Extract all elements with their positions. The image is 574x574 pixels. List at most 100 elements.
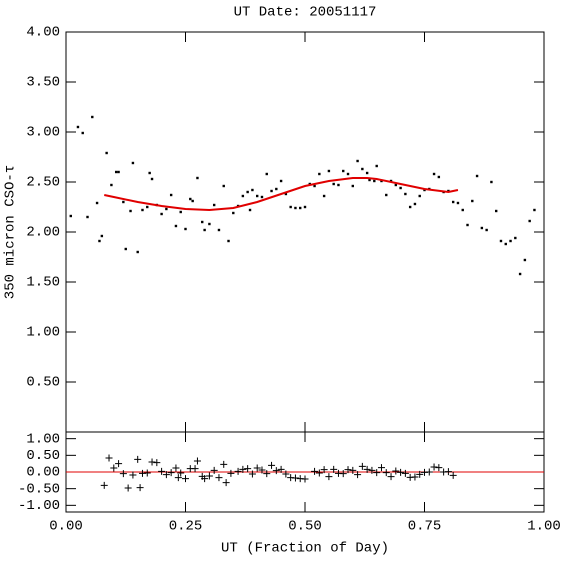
data-point: [332, 182, 335, 186]
x-tick-label: 1.00: [527, 519, 561, 535]
data-point: [437, 175, 441, 179]
data-point: [356, 159, 359, 163]
data-point: [368, 178, 371, 182]
data-point: [373, 179, 376, 183]
data-point: [346, 172, 350, 176]
data-point: [81, 131, 84, 135]
fit-line: [104, 177, 459, 212]
y-axis-label: 350 micron CSO-τ: [3, 165, 19, 299]
data-point: [270, 189, 273, 193]
residual-point: [167, 469, 175, 477]
chart-title: UT Date: 20051117: [234, 5, 377, 21]
residual-point: [158, 467, 166, 475]
data-point: [504, 242, 507, 246]
data-point: [124, 247, 127, 251]
residual-point: [425, 468, 433, 476]
data-point: [518, 272, 522, 276]
residual-point: [411, 473, 419, 481]
residual-point: [177, 469, 185, 477]
residual-point: [244, 465, 252, 473]
data-point: [351, 184, 354, 188]
residual-point: [272, 467, 280, 475]
data-point: [76, 125, 80, 129]
residual-point: [182, 475, 189, 483]
data-point: [248, 208, 252, 212]
residual-point: [119, 470, 127, 478]
residual-point: [222, 479, 230, 487]
data-point: [303, 205, 307, 209]
data-point: [466, 223, 469, 227]
data-point: [227, 239, 230, 243]
data-point: [413, 202, 417, 206]
residual-point: [227, 469, 235, 477]
data-point: [203, 228, 206, 232]
x-tick-label: 0.50: [288, 519, 322, 535]
residual-point: [320, 466, 328, 474]
y-tick-label: 2.00: [26, 225, 60, 241]
data-point: [146, 205, 149, 209]
data-point: [265, 172, 268, 176]
residual-point: [373, 469, 381, 477]
data-point: [100, 234, 104, 238]
residual-point: [239, 465, 247, 473]
residual-point: [210, 466, 218, 474]
residual-point: [100, 481, 108, 489]
data-point: [490, 180, 493, 184]
data-point: [232, 211, 235, 215]
data-point: [98, 239, 101, 243]
residual-point: [253, 464, 261, 472]
data-point: [196, 176, 199, 180]
residual-point: [382, 469, 390, 477]
data-point: [432, 172, 436, 176]
data-point: [480, 226, 484, 230]
data-point: [114, 170, 118, 174]
data-point: [294, 206, 297, 210]
data-point: [408, 205, 412, 209]
residual-point: [315, 469, 323, 477]
residual-point: [401, 469, 409, 477]
y-tick-label: 2.50: [26, 175, 60, 191]
data-point: [251, 188, 254, 192]
data-point: [275, 187, 278, 191]
residual-point: [215, 474, 223, 482]
x-tick-label: 0.00: [49, 519, 83, 535]
data-point: [322, 194, 326, 198]
data-point: [375, 164, 378, 168]
data-point: [318, 172, 321, 176]
residual-point: [435, 464, 443, 472]
data-point: [117, 170, 120, 174]
data-point: [337, 183, 340, 187]
residual-point: [115, 460, 123, 468]
residual-point: [397, 468, 405, 476]
residual-point: [368, 466, 376, 474]
residual-point: [143, 469, 151, 477]
data-point: [256, 194, 259, 198]
residual-point: [416, 470, 424, 478]
y-tick-label: 0.00: [26, 465, 60, 481]
data-point: [394, 183, 398, 187]
residual-point: [311, 467, 319, 475]
data-point: [208, 222, 211, 226]
data-point: [122, 200, 125, 204]
data-point: [361, 167, 364, 171]
y-tick-label: 4.00: [26, 25, 60, 41]
residual-point: [129, 471, 137, 479]
data-point: [169, 193, 173, 197]
residual-point: [258, 466, 266, 474]
data-point: [451, 200, 455, 204]
data-point: [150, 177, 154, 181]
data-point: [91, 115, 94, 119]
residual-point: [205, 472, 213, 480]
data-point: [141, 208, 144, 212]
residual-point: [277, 465, 285, 473]
data-point: [342, 169, 345, 173]
data-point: [461, 208, 464, 212]
x-tick-label: 0.75: [408, 519, 442, 535]
residual-point: [153, 459, 161, 467]
data-point: [179, 210, 182, 214]
data-point: [509, 239, 512, 243]
x-tick-label: 0.25: [169, 519, 203, 535]
data-point: [327, 169, 331, 173]
data-point: [404, 192, 407, 196]
